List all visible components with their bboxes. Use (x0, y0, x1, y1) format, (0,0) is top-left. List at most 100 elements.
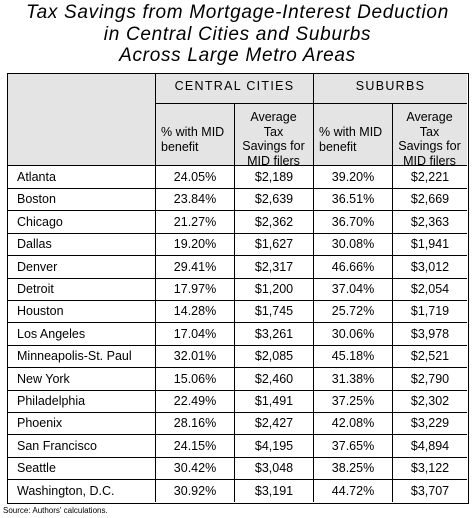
cell-cc-pct: 24.05% (173, 170, 217, 184)
title-line-2: in Central Cities and Suburbs (103, 23, 372, 45)
table-row: New York 15.06% $2,460 31.38% $2,790 (8, 368, 467, 390)
cell-sub-pct: 42.08% (331, 416, 375, 431)
cell-city: Atlanta (17, 170, 56, 184)
cell-sub-pct: 30.08% (331, 237, 375, 252)
cell-cc-savings: $3,048 (254, 461, 294, 476)
row-divider (8, 479, 467, 481)
cell-cc-pct: 30.42% (173, 461, 217, 476)
table-row: Detroit 17.97% $1,200 37.04% $2,054 (8, 278, 467, 300)
cell-cc-savings: $3,191 (254, 483, 294, 498)
table-row: Minneapolis-St. Paul 32.01% $2,085 45.18% $2… (8, 345, 467, 367)
table-row: Boston 23.84% $2,639 36.51% $2,669 (8, 188, 467, 210)
cell-cc-pct: 23.84% (173, 192, 217, 207)
table-row: Denver 29.41% $2,317 46.66% $3,012 (8, 256, 467, 278)
divider-cc (234, 103, 235, 502)
row-divider (8, 255, 467, 257)
cell-cc-pct: 24.15% (173, 438, 217, 453)
cell-cc-pct: 14.28% (173, 304, 217, 319)
divider-group (313, 74, 314, 502)
cell-cc-savings: $2,317 (254, 259, 294, 274)
row-divider (8, 299, 467, 301)
cell-city: Denver (17, 259, 58, 274)
cell-city: Houston (17, 304, 64, 319)
row-divider (8, 411, 467, 413)
cell-sub-savings: $1,941 (410, 237, 450, 252)
cell-cc-savings: $1,491 (254, 394, 294, 408)
cell-sub-savings: $2,221 (410, 170, 450, 184)
cell-sub-savings: $1,719 (410, 304, 450, 319)
cell-cc-savings: $2,362 (254, 214, 294, 229)
cell-sub-pct: 37.25% (331, 394, 375, 408)
cell-sub-savings: $2,669 (410, 192, 450, 207)
cell-cc-savings: $1,627 (254, 237, 294, 252)
cell-cc-pct: 30.92% (173, 483, 217, 498)
cell-city: Boston (17, 192, 56, 207)
group-header-suburbs: SUBURBS (355, 79, 426, 93)
row-divider (8, 456, 467, 458)
cell-cc-savings: $3,261 (254, 326, 294, 341)
row-divider (8, 232, 467, 234)
source-note: Source: Authors' calculations. (3, 506, 108, 515)
cell-sub-savings: $2,302 (410, 394, 450, 408)
cell-cc-pct: 22.49% (173, 394, 217, 408)
row-divider (8, 210, 467, 212)
col-header-sub-pct: % with MID benefit (319, 125, 383, 154)
col-header-sub-savings: Average Tax Savings for MID filers (398, 110, 461, 168)
cell-sub-savings: $3,707 (410, 483, 450, 498)
cell-city: Dallas (17, 237, 52, 252)
cell-city: Washington, D.C. (17, 483, 115, 498)
group-header-central-cities: CENTRAL CITIES (174, 79, 295, 93)
cell-sub-pct: 25.72% (331, 304, 375, 319)
table-row: Los Angeles 17.04% $3,261 30.06% $3,978 (8, 323, 467, 345)
cell-sub-pct: 36.51% (331, 192, 375, 207)
table-row: San Francisco 24.15% $4,195 37.65% $4,894 (8, 435, 467, 457)
cell-sub-pct: 37.04% (331, 282, 375, 296)
row-divider (8, 187, 467, 189)
chart-title: Tax Savings from Mortgage-Interest Deduc… (0, 2, 475, 67)
cell-cc-savings: $1,200 (254, 282, 294, 296)
table-row: Dallas 19.20% $1,627 30.08% $1,941 (8, 233, 467, 255)
row-divider (8, 367, 467, 369)
col-header-cc-savings: Average Tax Savings for MID filers (242, 110, 305, 168)
cell-city: Los Angeles (17, 326, 86, 341)
cell-cc-savings: $4,195 (254, 438, 294, 453)
cell-cc-savings: $2,427 (254, 416, 294, 431)
cell-cc-savings: $2,085 (254, 349, 294, 364)
table-row: Chicago 21.27% $2,362 36.70% $2,363 (8, 211, 467, 233)
cell-sub-savings: $2,054 (410, 282, 450, 296)
cell-city: San Francisco (17, 438, 97, 453)
cell-city: Philadelphia (17, 394, 86, 408)
cell-city: Detroit (17, 282, 54, 296)
cell-sub-savings: $3,012 (410, 259, 450, 274)
row-divider (8, 434, 467, 436)
cell-cc-savings: $2,460 (254, 371, 294, 386)
data-table: CENTRAL CITIES SUBURBS % with MID benefi… (7, 73, 469, 504)
cell-city: Seattle (17, 461, 56, 476)
cell-cc-pct: 19.20% (173, 237, 217, 252)
title-line-3: Across Large Metro Areas (119, 45, 356, 66)
cell-sub-pct: 37.65% (331, 438, 375, 453)
divider-city (155, 74, 156, 502)
cell-city: Minneapolis-St. Paul (17, 349, 132, 364)
cell-cc-pct: 15.06% (173, 371, 217, 386)
cell-cc-pct: 17.04% (173, 326, 217, 341)
divider-group-header (156, 103, 467, 104)
divider-header (8, 165, 467, 166)
row-divider (8, 277, 467, 279)
cell-city: New York (17, 371, 70, 386)
table-header (8, 74, 467, 165)
divider-sub (392, 103, 393, 502)
table-row: Atlanta 24.05% $2,189 39.20% $2,221 (8, 166, 467, 188)
cell-sub-pct: 36.70% (331, 214, 375, 229)
table-row: Phoenix 28.16% $2,427 42.08% $3,229 (8, 412, 467, 434)
cell-cc-savings: $2,189 (254, 170, 294, 184)
cell-sub-pct: 38.25% (331, 461, 375, 476)
cell-sub-savings: $3,122 (410, 461, 450, 476)
cell-sub-pct: 46.66% (331, 259, 375, 274)
cell-sub-savings: $2,521 (410, 349, 450, 364)
table-row: Seattle 30.42% $3,048 38.25% $3,122 (8, 457, 467, 479)
table-row: Washington, D.C. 30.92% $3,191 44.72% $3,707 (8, 480, 467, 502)
cell-sub-savings: $2,363 (410, 214, 450, 229)
cell-sub-savings: $2,790 (410, 371, 450, 386)
row-divider (8, 344, 467, 346)
